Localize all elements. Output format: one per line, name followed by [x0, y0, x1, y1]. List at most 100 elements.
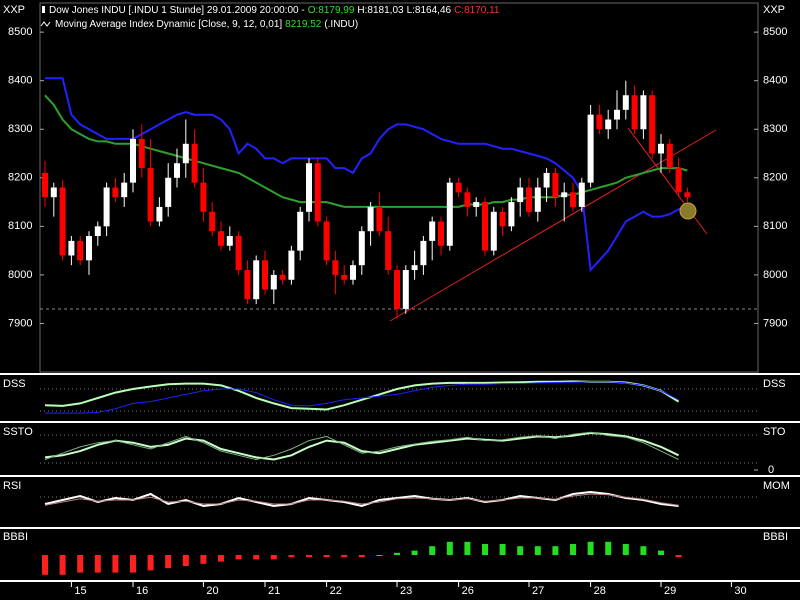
bar	[59, 555, 66, 575]
y-tick-label: 8400	[763, 75, 787, 87]
x-tick-label: 20	[206, 585, 218, 597]
candle-body	[297, 211, 304, 251]
y-tick-label: 7900	[8, 317, 32, 329]
candle-body	[473, 202, 480, 207]
candle-body	[649, 95, 656, 154]
y-tick-label: 8000	[763, 269, 787, 281]
bar	[323, 555, 330, 558]
candle-body	[138, 138, 145, 169]
x-tick-label: 26	[462, 585, 474, 597]
x-tick-label: 23	[400, 585, 412, 597]
candle-body	[420, 240, 427, 266]
candle-body	[394, 270, 400, 309]
candle-body	[684, 192, 691, 198]
bar	[446, 541, 453, 555]
chart-subtitle: Moving Average Index Dynamic [Close, 9, …	[55, 19, 358, 30]
bar	[200, 555, 207, 564]
bar	[429, 546, 436, 555]
candle-body	[218, 231, 224, 246]
candle-body	[86, 236, 92, 261]
candle-body	[376, 206, 383, 232]
x-tick-label: 28	[594, 585, 606, 597]
bar	[570, 544, 576, 555]
candle-body	[490, 211, 497, 251]
candle-body	[50, 187, 57, 198]
bar	[376, 555, 383, 556]
candle-body	[367, 206, 374, 232]
candle-body	[561, 192, 568, 198]
candle-body	[94, 226, 101, 237]
bar	[552, 546, 559, 555]
bar	[341, 555, 348, 558]
left-label: RSI	[3, 480, 21, 492]
candle-body	[253, 260, 260, 300]
right-label: STO	[763, 426, 786, 438]
candle-body	[262, 260, 268, 290]
candle-body	[429, 221, 436, 241]
candle-body	[165, 177, 172, 207]
candle-body	[631, 95, 638, 130]
x-tick-label: 22	[330, 585, 342, 597]
bar	[587, 541, 594, 555]
candle-body	[596, 114, 603, 130]
candle-body	[77, 240, 84, 261]
candle-body	[68, 240, 75, 256]
series-line	[44, 431, 679, 461]
series-line	[44, 431, 680, 461]
bar	[182, 555, 189, 566]
x-tick-label: 21	[268, 585, 280, 597]
y-tick-label: 8300	[763, 123, 787, 135]
candle-body	[570, 192, 576, 207]
series-line	[44, 490, 679, 508]
y-tick-label: 8400	[8, 75, 32, 87]
right-label: BBBI	[763, 531, 788, 543]
y-tick-label: 0	[768, 464, 774, 476]
candle-body	[614, 109, 620, 120]
candle-body	[244, 270, 251, 300]
main-frame	[39, 2, 759, 373]
bar	[42, 555, 48, 575]
left-label: BBBI	[3, 531, 28, 543]
trend-line	[389, 129, 717, 322]
marker	[679, 202, 697, 220]
chart-title: Dow Jones INDU [.INDU 1 Stunde] 29.01.20…	[49, 5, 500, 16]
legend-icon	[42, 6, 45, 13]
y-tick-label: 8100	[763, 220, 787, 232]
candle-body	[350, 265, 356, 280]
candle-body	[341, 274, 348, 280]
bar	[130, 555, 136, 573]
bar	[218, 555, 224, 562]
series-line	[45, 381, 679, 414]
x-tick-label: 15	[74, 585, 86, 597]
candle-body	[622, 95, 629, 110]
title-part: Dow Jones INDU [.INDU 1 Stunde] 29.01.20…	[49, 5, 305, 16]
x-tick-label: 30	[734, 585, 746, 597]
series-line	[44, 380, 680, 411]
candle-body	[306, 163, 312, 212]
candle-body	[156, 206, 163, 222]
candle-body	[42, 172, 48, 198]
title-part: C:8170,11	[454, 5, 500, 16]
title-part: H:8181,03	[357, 5, 404, 16]
candle-body	[666, 143, 673, 169]
candle-body	[543, 172, 550, 188]
candle-body	[385, 231, 392, 271]
x-tick-label: 27	[532, 585, 544, 597]
candle-body	[438, 221, 444, 246]
y-tick-label: 8100	[8, 220, 32, 232]
candle-body	[358, 231, 365, 266]
right-label: DSS	[763, 378, 786, 390]
title-part: Moving Average Index Dynamic [Close, 9, …	[55, 19, 282, 30]
candle-body	[332, 260, 339, 275]
candle-body	[174, 163, 180, 178]
title-part: L:8164,46	[407, 5, 452, 16]
bar	[94, 555, 101, 573]
candle-body	[279, 274, 286, 280]
candle-body	[103, 187, 110, 227]
right-label: MOM	[763, 480, 790, 492]
candle-body	[288, 250, 295, 280]
candle-body	[411, 265, 418, 271]
candle-body	[640, 95, 647, 130]
candle-body	[517, 187, 524, 203]
